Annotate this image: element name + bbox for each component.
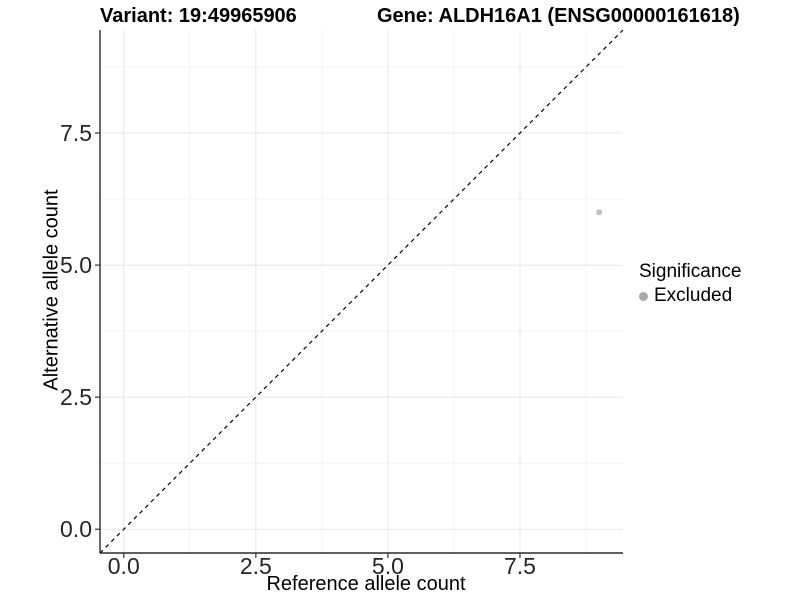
legend-item-excluded: Excluded: [639, 285, 741, 307]
identity-line: [99, 29, 624, 554]
x-tick-label: 2.5: [240, 553, 272, 579]
legend-point-swatch: [639, 291, 648, 301]
plot-title-variant: Variant: 19:49965906: [100, 5, 297, 27]
y-axis-title: Alternative allele count: [40, 189, 63, 391]
legend: Significance Excluded: [639, 261, 741, 307]
y-tick-label: 2.5: [60, 384, 92, 410]
legend-item-label: Excluded: [654, 285, 733, 306]
y-tick-label: 7.5: [60, 120, 92, 146]
y-tick-label: 0.0: [60, 516, 92, 542]
plot-title-gene: Gene: ALDH16A1 (ENSG00000161618): [377, 5, 740, 27]
x-tick-label: 7.5: [504, 553, 536, 579]
legend-title: Significance: [639, 261, 742, 282]
x-tick-label: 5.0: [372, 553, 404, 579]
data-point: [596, 209, 603, 216]
x-tick-label: 0.0: [108, 553, 140, 579]
y-tick-label: 5.0: [60, 252, 92, 278]
x-axis-title: Reference allele count: [266, 573, 466, 595]
